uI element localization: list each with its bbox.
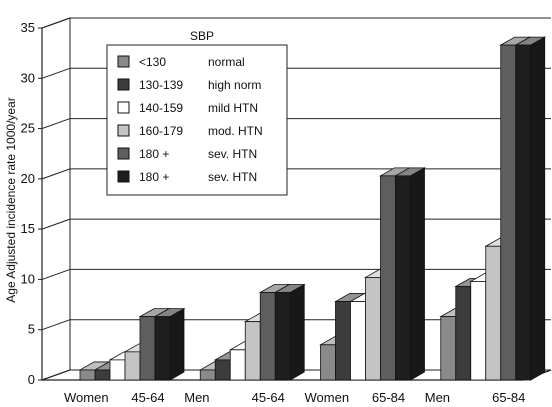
bar-front	[79, 369, 96, 381]
bar-front	[485, 245, 502, 381]
bar	[153, 307, 186, 381]
legend-label: 130-139	[139, 78, 183, 92]
y-tick-label: 5	[28, 322, 35, 337]
bar	[514, 36, 547, 381]
category-sex-label: Women	[305, 390, 350, 405]
y-tick-label: 25	[21, 121, 35, 136]
legend-note: sev. HTN	[208, 147, 257, 161]
y-tick-label: 10	[21, 271, 35, 286]
bar-front	[199, 369, 216, 381]
category-age-label: 45-64	[131, 390, 164, 405]
legend-swatch	[117, 147, 130, 160]
legend-note: mod. HTN	[208, 124, 263, 138]
bar-front	[455, 286, 472, 381]
bar-front	[109, 359, 126, 381]
bar-front	[124, 351, 141, 381]
bar-front	[244, 321, 261, 381]
y-tick-label: 30	[21, 70, 35, 85]
bar-front	[470, 281, 487, 381]
legend: SBP <130 normal 130-139 high norm 140-159 mild…	[106, 29, 288, 196]
y-axis-label: Age Adjusted incidence rate 1000/year	[4, 97, 18, 302]
bar-front	[139, 316, 156, 381]
bar-front	[500, 44, 517, 381]
legend-swatch	[117, 124, 130, 137]
bar-front	[94, 369, 111, 381]
bar-front	[229, 349, 246, 381]
category-age-label: 45-64	[252, 390, 285, 405]
category-sex-label: Women	[64, 390, 109, 405]
gridline-diag	[41, 118, 71, 130]
bar-front	[350, 301, 366, 381]
category-sex-label: Men	[425, 390, 450, 405]
bar	[393, 167, 427, 381]
category-age-label: 65-84	[372, 390, 405, 405]
gridline-diag	[41, 168, 71, 180]
legend-note: normal	[208, 55, 245, 69]
legend-swatch	[117, 78, 130, 91]
category-labels: Women 45-64 Men 45-64 Women 65-84 Men 65-84	[64, 390, 525, 405]
bar-front	[320, 344, 336, 381]
bars	[78, 36, 547, 381]
y-tick-label: 0	[28, 372, 35, 387]
bar	[273, 283, 306, 381]
bar-side	[169, 307, 185, 381]
legend-label: <130	[139, 55, 166, 69]
legend-box	[106, 44, 288, 196]
bar-front	[154, 316, 171, 381]
y-tick-labels: 0 5 10 15 20 25 30 35	[21, 20, 42, 387]
y-tick-label: 35	[21, 20, 35, 35]
bar-front	[395, 175, 411, 381]
gridline-diag	[41, 218, 71, 230]
left-wall	[41, 17, 71, 381]
legend-swatch	[117, 101, 130, 114]
bar-front	[274, 292, 291, 381]
legend-label: 180 +	[139, 170, 169, 184]
y-tick-label: 15	[21, 221, 35, 236]
legend-note: mild HTN	[208, 101, 258, 115]
legend-note: high norm	[208, 78, 261, 92]
legend-swatch	[117, 55, 130, 68]
bar-side	[530, 36, 546, 381]
gridline-diag	[41, 67, 71, 79]
bar-front	[365, 277, 381, 381]
bar-front	[515, 44, 532, 381]
category-sex-label: Men	[184, 390, 209, 405]
legend-title: SBP	[190, 29, 214, 43]
legend-label: 160-179	[139, 124, 183, 138]
legend-note: sev. HTN	[208, 170, 257, 184]
gridline-diag	[41, 268, 71, 280]
gridline-diag	[41, 17, 71, 29]
bar-front	[214, 359, 231, 381]
bar-front	[335, 301, 351, 381]
bar-side	[410, 167, 425, 381]
legend-swatch	[117, 170, 130, 183]
bar-front	[440, 316, 457, 381]
bar-side	[289, 283, 305, 381]
gridline-diag	[41, 369, 71, 381]
legend-label: 180 +	[139, 147, 169, 161]
y-tick-label: 20	[21, 171, 35, 186]
bar-front	[259, 292, 276, 381]
legend-label: 140-159	[139, 101, 183, 115]
gridline-diag	[41, 319, 71, 331]
category-age-label: 65-84	[492, 390, 525, 405]
bar-front	[380, 175, 396, 381]
